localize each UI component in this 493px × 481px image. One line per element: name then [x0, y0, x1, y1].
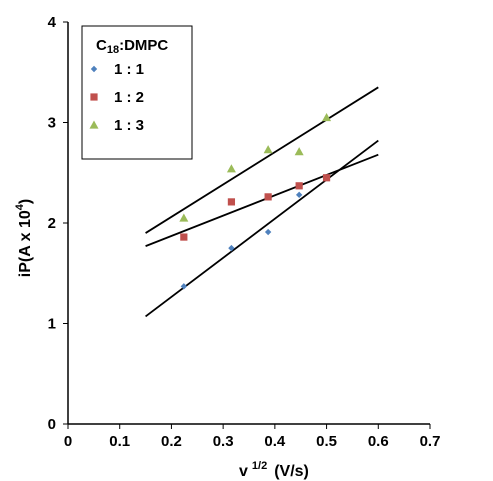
data-point-series-2: [180, 233, 188, 241]
y-axis-label: iP(A x 104): [14, 199, 34, 277]
data-point-series-1: [228, 244, 235, 252]
x-tick-label: 0.1: [109, 433, 130, 450]
data-points: [179, 112, 332, 290]
legend-label-series-3: 1 : 3: [114, 117, 144, 134]
data-point-series-2: [295, 182, 303, 190]
x-tick-label: 0: [64, 433, 72, 450]
y-tick-label: 2: [48, 215, 56, 232]
data-point-series-3: [179, 213, 189, 222]
legend-marker-series-3: [89, 120, 99, 129]
data-point-series-3: [294, 147, 304, 156]
tick-labels: 0 0.1 0.2 0.3 0.4 0.5 0.6 0.7 0 1 2 3 4: [48, 14, 441, 450]
data-point-series-1: [295, 191, 303, 199]
legend: C18:DMPC 1 : 1 1 : 2 1 : 3: [81, 25, 193, 160]
x-axis-label: v 1/2 (V/s): [239, 460, 309, 480]
data-point-series-3: [226, 164, 236, 173]
x-tick-label: 0.5: [316, 433, 337, 450]
y-tick-label: 3: [48, 115, 56, 132]
legend-marker-series-1: [90, 65, 98, 73]
x-tick-label: 0.4: [264, 433, 286, 450]
legend-title: C18:DMPC: [96, 37, 168, 56]
legend-label-series-2: 1 : 2: [114, 89, 144, 106]
y-tick-label: 1: [48, 316, 56, 333]
legend-items: 1 : 1 1 : 2 1 : 3: [89, 61, 144, 134]
y-tick-label: 0: [48, 416, 56, 433]
data-point-series-3: [263, 145, 273, 154]
y-tick-label: 4: [48, 14, 57, 31]
x-tick-label: 0.3: [213, 433, 234, 450]
fit-line-series-3: [145, 86, 379, 234]
data-point-series-2: [322, 174, 331, 182]
data-point-series-3: [322, 112, 332, 122]
data-point-series-2: [227, 198, 236, 206]
data-point-series-2: [264, 193, 272, 201]
x-tick-label: 0.6: [368, 433, 389, 450]
x-tick-label: 0.2: [161, 433, 182, 450]
fit-line-series-2: [145, 153, 379, 247]
data-point-series-1: [264, 228, 272, 236]
data-point-series-1: [180, 283, 188, 290]
legend-marker-series-2: [90, 93, 98, 101]
legend-label-series-1: 1 : 1: [114, 61, 144, 78]
fit-line-series-1: [145, 139, 379, 318]
legend-box: [81, 25, 193, 160]
x-tick-label: 0.7: [420, 433, 441, 450]
